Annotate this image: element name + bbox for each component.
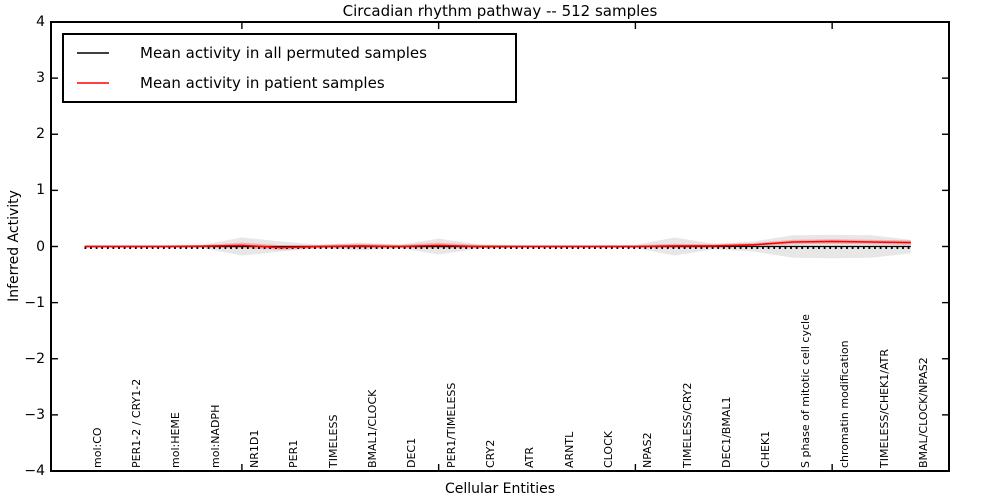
y-tick-label: 2 [36, 126, 45, 143]
y-tick-label: −1 [24, 294, 45, 311]
category-label: ARNTL [562, 431, 576, 468]
category-label: PER1-2 / CRY1-2 [129, 378, 143, 468]
category-label: mol:HEME [169, 412, 183, 468]
legend-label-permuted: Mean activity in all permuted samples [140, 44, 427, 62]
category-label: PER1/TIMELESS [444, 382, 458, 468]
category-label: S phase of mitotic cell cycle [798, 314, 812, 468]
y-tick-label: −2 [24, 350, 45, 367]
y-tick-label: 4 [36, 14, 45, 30]
chart-title: Circadian rhythm pathway -- 512 samples [342, 2, 658, 20]
category-label: CLOCK [602, 431, 616, 468]
category-label: TIMELESS [326, 414, 340, 468]
legend-label-patient: Mean activity in patient samples [140, 74, 385, 92]
legend-entry-patient: Mean activity in patient samples [64, 68, 385, 98]
category-label: PER1 [287, 439, 301, 468]
y-tick-label: 0 [36, 238, 45, 255]
y-tick-label: −3 [24, 406, 45, 423]
category-label: NR1D1 [247, 429, 261, 468]
category-label: TIMELESS/CRY2 [680, 382, 694, 469]
category-label: CHEK1 [759, 430, 773, 468]
x-axis-label: Cellular Entities [444, 481, 556, 497]
y-tick-label: −4 [24, 463, 45, 479]
legend: Mean activity in all permuted samples Me… [62, 33, 517, 103]
legend-entry-permuted: Mean activity in all permuted samples [64, 38, 427, 68]
category-label: CRY2 [484, 439, 497, 468]
y-tick-label: 3 [36, 70, 45, 87]
y-tick-label: 1 [36, 182, 45, 199]
category-label: TIMELESS/CHEK1/ATR [877, 348, 891, 468]
patient-mean-line [84, 240, 911, 249]
category-label: BMAL1/CLOCK [365, 389, 379, 468]
category-label: chromatin modification [838, 340, 852, 468]
category-label: mol:CO [90, 427, 104, 468]
category-label: NPAS2 [641, 432, 655, 468]
category-label: mol:NADPH [208, 404, 222, 468]
patient-line-swatch [77, 82, 109, 84]
category-label: BMAL/CLOCK/NPAS2 [916, 357, 930, 468]
category-label: DEC1/BMAL1 [720, 396, 734, 469]
category-label: ATR [523, 446, 537, 468]
permuted-line-swatch [77, 52, 109, 54]
category-label: DEC1 [405, 437, 419, 468]
